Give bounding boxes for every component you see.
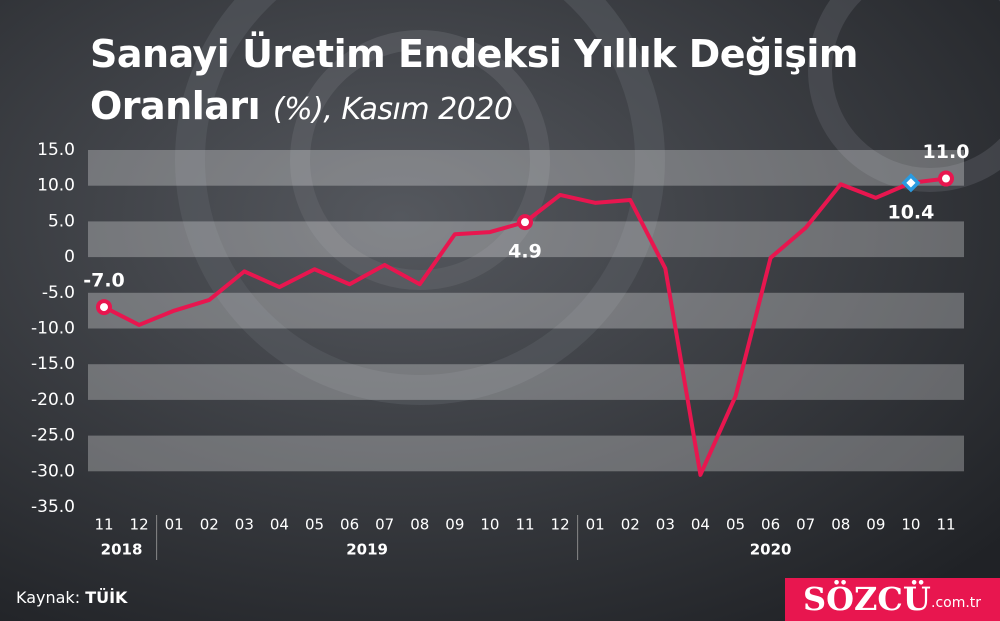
logo: SÖZCÜ .com.tr bbox=[785, 578, 1000, 621]
value-label: 11.0 bbox=[923, 141, 970, 163]
source-label: Kaynak: bbox=[16, 588, 81, 607]
x-tick-label: 08 bbox=[410, 516, 429, 534]
source: Kaynak: TÜİK bbox=[16, 588, 127, 607]
y-tick-label: -35.0 bbox=[31, 497, 75, 517]
grid-band bbox=[88, 150, 964, 186]
chart-subtitle: (%), Kasım 2020 bbox=[272, 92, 513, 127]
value-label: -7.0 bbox=[83, 270, 125, 292]
y-tick-label: 10.0 bbox=[37, 176, 75, 196]
x-tick-label: 01 bbox=[165, 516, 184, 534]
y-tick-label: -10.0 bbox=[31, 319, 75, 339]
x-tick-label: 09 bbox=[866, 516, 885, 534]
x-tick-label: 07 bbox=[375, 516, 394, 534]
x-tick-label: 10 bbox=[901, 516, 920, 534]
x-tick-label: 05 bbox=[726, 516, 745, 534]
y-tick-label: -5.0 bbox=[42, 283, 75, 303]
x-tick-label: 11 bbox=[94, 516, 113, 534]
x-tick-label: 02 bbox=[200, 516, 219, 534]
brand: SÖZCÜ bbox=[803, 580, 931, 618]
marker bbox=[96, 299, 112, 316]
x-tick-label: 03 bbox=[656, 516, 675, 534]
x-tick-label: 06 bbox=[761, 516, 780, 534]
x-tick-label: 04 bbox=[691, 516, 710, 534]
x-tick-label: 05 bbox=[305, 516, 324, 534]
y-tick-label: -30.0 bbox=[31, 461, 75, 481]
marker bbox=[901, 173, 921, 193]
y-tick-label: 0 bbox=[64, 247, 75, 267]
x-tick-label: 07 bbox=[796, 516, 815, 534]
x-tick-label: 11 bbox=[936, 516, 955, 534]
x-tick-label: 06 bbox=[340, 516, 359, 534]
value-label: 4.9 bbox=[508, 241, 542, 263]
x-tick-label: 09 bbox=[445, 516, 464, 534]
x-tick-label: 03 bbox=[235, 516, 254, 534]
grid-band bbox=[88, 364, 964, 400]
y-tick-label: -20.0 bbox=[31, 390, 75, 410]
gear-decoration bbox=[290, 30, 550, 290]
y-tick-label: 5.0 bbox=[48, 211, 75, 231]
y-tick-label: 15.0 bbox=[37, 140, 75, 160]
brand-domain: .com.tr bbox=[931, 595, 982, 611]
chart-title: Sanayi Üretim Endeksi Yıllık Değişim Ora… bbox=[90, 32, 858, 128]
y-tick-label: -25.0 bbox=[31, 426, 75, 446]
x-tick-label: 04 bbox=[270, 516, 289, 534]
grid-band bbox=[88, 435, 964, 472]
year-label: 2019 bbox=[346, 541, 388, 559]
grid-band bbox=[88, 292, 964, 329]
title-block: Sanayi Üretim Endeksi Yıllık Değişim Ora… bbox=[90, 28, 910, 136]
x-tick-label: 11 bbox=[515, 516, 534, 534]
gear-decoration bbox=[175, 0, 665, 405]
value-label: 10.4 bbox=[887, 201, 934, 223]
x-tick-label: 12 bbox=[130, 516, 149, 534]
plot: 15.0 10.0 5.0 0 -5.0 -10.0 -15.0 -20.0 -25.0 -30.… bbox=[31, 140, 969, 560]
year-label: 2020 bbox=[750, 541, 792, 559]
x-tick-label: 12 bbox=[551, 516, 570, 534]
x-tick-label: 08 bbox=[831, 516, 850, 534]
x-tick-label: 02 bbox=[621, 516, 640, 534]
x-tick-label: 10 bbox=[480, 516, 499, 534]
x-tick-label: 01 bbox=[586, 516, 605, 534]
marker bbox=[938, 170, 954, 187]
year-label: 2018 bbox=[101, 541, 143, 559]
y-tick-label: -15.0 bbox=[31, 354, 75, 374]
source-name: TÜİK bbox=[85, 588, 128, 607]
marker bbox=[517, 214, 533, 231]
